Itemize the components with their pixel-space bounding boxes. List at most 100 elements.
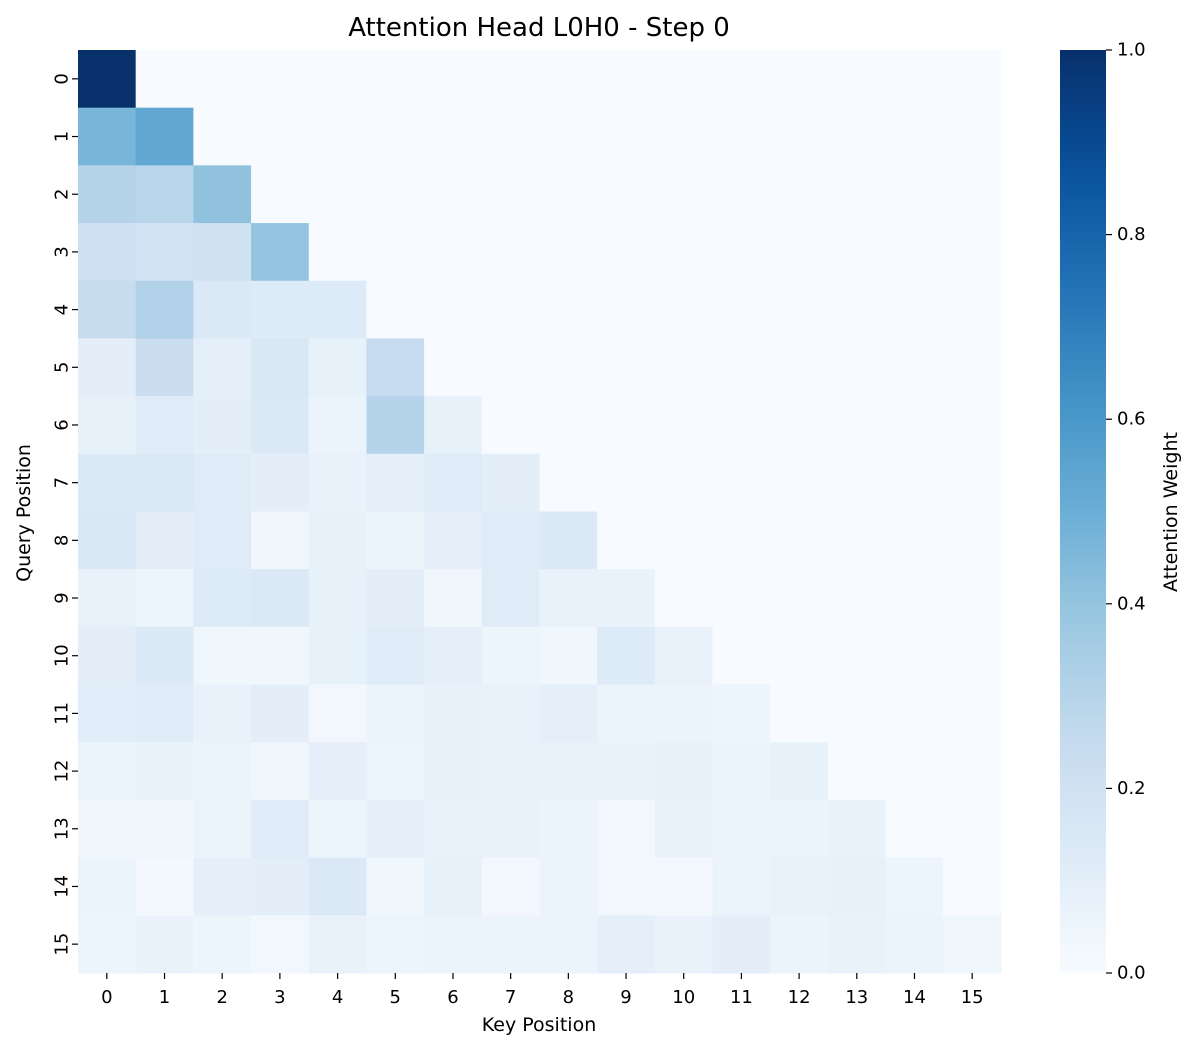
heatmap-cell-q9-k8 xyxy=(539,569,598,628)
heatmap-cell-q10-k12 xyxy=(770,626,829,686)
heatmap-cell-q9-k7 xyxy=(481,569,541,628)
heatmap-cell-q6-k5 xyxy=(366,396,425,455)
heatmap-cell-q11-k5 xyxy=(366,684,425,743)
heatmap-cell-q13-k11 xyxy=(712,799,771,859)
heatmap-cell-q1-k3 xyxy=(251,107,310,166)
heatmap-cell-q6-k8 xyxy=(539,396,598,455)
heatmap-cell-q4-k4 xyxy=(308,280,368,340)
heatmap-cell-q11-k11 xyxy=(712,684,771,743)
x-tick-label: 0 xyxy=(101,987,112,1008)
colorbar-tick-label: 0.2 xyxy=(1117,778,1146,799)
heatmap-cell-q8-k11 xyxy=(712,511,771,570)
heatmap-cell-q4-k6 xyxy=(424,280,483,340)
heatmap-cell-q6-k9 xyxy=(597,396,656,455)
heatmap-cell-q15-k12 xyxy=(770,915,829,974)
chart-title: Attention Head L0H0 - Step 0 xyxy=(348,13,730,43)
heatmap-cell-q3-k10 xyxy=(654,223,714,282)
heatmap-cell-q6-k0 xyxy=(78,396,137,455)
y-tick-label: 12 xyxy=(52,760,73,783)
heatmap-cell-q12-k12 xyxy=(770,742,829,801)
heatmap-cell-q15-k5 xyxy=(366,915,425,974)
heatmap-cell-q12-k1 xyxy=(135,742,194,801)
heatmap-cell-q4-k2 xyxy=(193,280,252,340)
heatmap-cell-q1-k10 xyxy=(654,107,714,166)
heatmap-cell-q3-k5 xyxy=(366,223,425,282)
y-tick-label: 10 xyxy=(52,644,73,667)
heatmap-cell-q12-k5 xyxy=(366,742,425,801)
heatmap-cell-q3-k2 xyxy=(193,223,252,282)
heatmap-cell-q4-k0 xyxy=(78,280,137,340)
heatmap-cell-q13-k10 xyxy=(654,799,714,859)
heatmap-cell-q6-k7 xyxy=(481,396,541,455)
heatmap-cell-q0-k5 xyxy=(366,50,425,109)
y-tick-label: 6 xyxy=(52,419,73,430)
heatmap-cell-q8-k8 xyxy=(539,511,598,570)
heatmap-cell-q13-k12 xyxy=(770,799,829,859)
heatmap-cell-q13-k3 xyxy=(251,799,310,859)
y-tick-label: 15 xyxy=(52,933,73,956)
heatmap-cell-q4-k12 xyxy=(770,280,829,340)
heatmap-cell-q6-k3 xyxy=(251,396,310,455)
heatmap-cell-q7-k10 xyxy=(654,453,714,513)
colorbar-tick-label: 1.0 xyxy=(1117,40,1146,61)
y-tick-label: 0 xyxy=(52,73,73,84)
heatmap-cell-q1-k15 xyxy=(943,107,1002,166)
heatmap-cell-q13-k9 xyxy=(597,799,656,859)
heatmap-cell-q2-k14 xyxy=(885,165,944,224)
heatmap-cell-q10-k0 xyxy=(78,626,137,686)
heatmap-cell-q1-k12 xyxy=(770,107,829,166)
heatmap-cell-q13-k7 xyxy=(481,799,541,859)
x-tick-label: 11 xyxy=(730,987,753,1008)
heatmap-cell-q10-k6 xyxy=(424,626,483,686)
heatmap-cell-q0-k4 xyxy=(308,50,368,109)
y-tick-label: 7 xyxy=(52,477,73,488)
y-tick-label: 4 xyxy=(52,304,73,315)
x-tick-label: 14 xyxy=(903,987,926,1008)
heatmap-cell-q8-k0 xyxy=(78,511,137,570)
heatmap-cell-q14-k14 xyxy=(885,857,944,916)
heatmap-cell-q14-k5 xyxy=(366,857,425,916)
heatmap-cell-q0-k3 xyxy=(251,50,310,109)
heatmap-cell-q10-k3 xyxy=(251,626,310,686)
heatmap-cell-q14-k12 xyxy=(770,857,829,916)
heatmap-cell-q11-k0 xyxy=(78,684,137,743)
heatmap-cell-q7-k8 xyxy=(539,453,598,513)
colorbar xyxy=(1060,50,1106,973)
heatmap-cell-q15-k14 xyxy=(885,915,944,974)
heatmap-cell-q9-k12 xyxy=(770,569,829,628)
heatmap-cell-q5-k9 xyxy=(597,338,656,397)
heatmap-cell-q6-k14 xyxy=(885,396,944,455)
y-tick-label: 8 xyxy=(52,535,73,546)
x-tick-label: 1 xyxy=(159,987,170,1008)
heatmap-cell-q7-k0 xyxy=(78,453,137,513)
heatmap-cell-q10-k1 xyxy=(135,626,194,686)
heatmap-cell-q5-k3 xyxy=(251,338,310,397)
heatmap-cell-q10-k5 xyxy=(366,626,425,686)
heatmap-cell-q9-k5 xyxy=(366,569,425,628)
heatmap-cell-q8-k1 xyxy=(135,511,194,570)
colorbar-tick-label: 0.4 xyxy=(1117,593,1146,614)
heatmap-cell-q6-k11 xyxy=(712,396,771,455)
heatmap-cell-q1-k6 xyxy=(424,107,483,166)
heatmap-cell-q10-k10 xyxy=(654,626,714,686)
heatmap-cell-q4-k13 xyxy=(827,280,887,340)
heatmap-cell-q10-k11 xyxy=(712,626,771,686)
heatmap-cell-q3-k0 xyxy=(78,223,137,282)
heatmap-cell-q3-k13 xyxy=(827,223,887,282)
heatmap-cell-q3-k7 xyxy=(481,223,541,282)
heatmap-cell-q2-k12 xyxy=(770,165,829,224)
heatmap-cell-q3-k4 xyxy=(308,223,368,282)
heatmap-cell-q3-k12 xyxy=(770,223,829,282)
heatmap-cell-q4-k8 xyxy=(539,280,598,340)
heatmap-cell-q14-k3 xyxy=(251,857,310,916)
heatmap-cell-q4-k5 xyxy=(366,280,425,340)
heatmap-cell-q0-k7 xyxy=(481,50,541,109)
heatmap-cell-q11-k12 xyxy=(770,684,829,743)
heatmap-cell-q11-k7 xyxy=(481,684,541,743)
heatmap-cell-q0-k2 xyxy=(193,50,252,109)
heatmap-cell-q1-k8 xyxy=(539,107,598,166)
heatmap-cell-q0-k9 xyxy=(597,50,656,109)
x-tick-label: 5 xyxy=(390,987,401,1008)
y-tick-label: 5 xyxy=(52,362,73,373)
